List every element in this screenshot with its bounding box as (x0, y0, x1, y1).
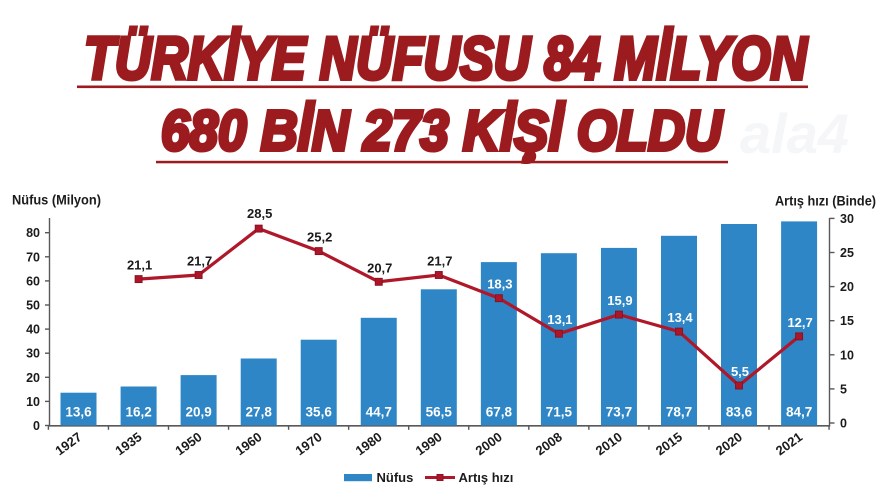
svg-text:15: 15 (840, 314, 854, 328)
svg-text:20: 20 (840, 280, 854, 294)
svg-text:40: 40 (26, 323, 40, 337)
svg-text:27,8: 27,8 (246, 405, 273, 420)
svg-text:2008: 2008 (533, 429, 565, 458)
svg-text:1927: 1927 (52, 429, 84, 458)
svg-text:15,9: 15,9 (607, 293, 632, 308)
svg-text:35,6: 35,6 (306, 405, 333, 420)
svg-text:Nüfus: Nüfus (377, 470, 414, 485)
svg-text:73,7: 73,7 (606, 405, 632, 420)
svg-text:1970: 1970 (292, 429, 324, 458)
svg-text:20: 20 (26, 371, 40, 385)
svg-text:0: 0 (33, 419, 40, 433)
svg-text:Artış hızı (Binde): Artış hızı (Binde) (775, 194, 876, 209)
svg-text:13,4: 13,4 (667, 310, 693, 325)
svg-text:18,3: 18,3 (487, 277, 512, 292)
svg-text:10: 10 (26, 395, 40, 409)
svg-text:13,6: 13,6 (65, 405, 92, 420)
svg-text:21,7: 21,7 (427, 254, 452, 269)
svg-text:80: 80 (26, 226, 40, 240)
svg-text:2010: 2010 (593, 429, 625, 458)
svg-text:10: 10 (840, 348, 854, 362)
svg-text:5,5: 5,5 (731, 364, 749, 379)
svg-text:ala4: ala4 (740, 102, 849, 165)
svg-text:20,7: 20,7 (367, 260, 392, 275)
svg-text:2020: 2020 (713, 429, 745, 458)
svg-text:84,7: 84,7 (786, 405, 812, 420)
svg-text:0: 0 (840, 417, 847, 431)
svg-text:56,5: 56,5 (426, 405, 453, 420)
svg-text:21,1: 21,1 (127, 258, 152, 273)
svg-text:2000: 2000 (473, 429, 505, 458)
svg-text:44,7: 44,7 (366, 405, 392, 420)
svg-text:28,5: 28,5 (247, 206, 272, 221)
svg-text:20,9: 20,9 (185, 405, 211, 420)
svg-text:1950: 1950 (172, 429, 204, 458)
svg-text:680 BİN 273 KİŞİ OLDU: 680 BİN 273 KİŞİ OLDU (161, 99, 724, 163)
svg-text:30: 30 (26, 347, 40, 361)
svg-text:25: 25 (840, 246, 854, 260)
svg-text:30: 30 (840, 212, 854, 226)
svg-text:70: 70 (26, 250, 40, 264)
svg-text:50: 50 (26, 299, 40, 313)
svg-text:78,7: 78,7 (666, 405, 692, 420)
svg-text:Artış hızı: Artış hızı (459, 470, 514, 485)
svg-text:13,1: 13,1 (547, 312, 572, 327)
svg-text:1960: 1960 (232, 429, 264, 458)
svg-text:5: 5 (840, 382, 847, 396)
svg-text:1990: 1990 (413, 429, 445, 458)
svg-text:2015: 2015 (653, 429, 685, 458)
svg-text:1980: 1980 (353, 429, 385, 458)
svg-text:Nüfus (Milyon): Nüfus (Milyon) (12, 193, 101, 208)
svg-text:67,8: 67,8 (486, 405, 513, 420)
svg-text:71,5: 71,5 (546, 405, 573, 420)
svg-text:60: 60 (26, 274, 40, 288)
svg-text:2021: 2021 (773, 429, 805, 458)
svg-text:16,2: 16,2 (125, 405, 151, 420)
svg-text:TÜRKİYE NÜFUSU 84 MİLYON: TÜRKİYE NÜFUSU 84 MİLYON (84, 25, 808, 92)
svg-text:1935: 1935 (112, 429, 144, 458)
svg-text:25,2: 25,2 (307, 230, 332, 245)
svg-text:21,7: 21,7 (187, 254, 212, 269)
svg-text:12,7: 12,7 (787, 315, 812, 330)
svg-text:83,6: 83,6 (726, 405, 753, 420)
